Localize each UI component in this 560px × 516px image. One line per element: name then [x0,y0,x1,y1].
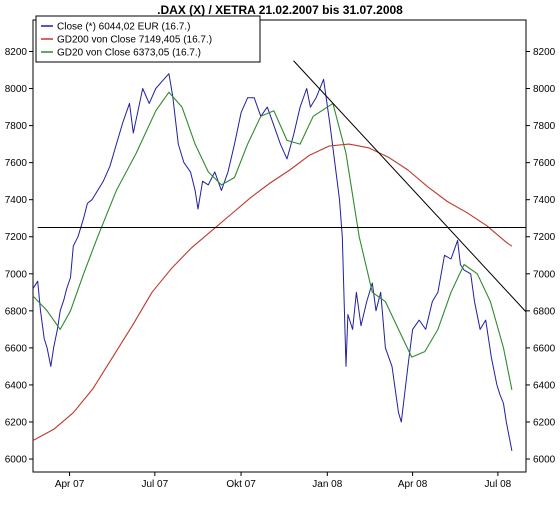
y-tick-label-left: 6200 [5,417,28,428]
x-tick-label: Jan 08 [312,479,342,490]
y-tick-label-right: 6800 [533,306,556,317]
y-axis: 6000 6000 6200 6200 6400 6400 6600 6600 6800 6800… [5,47,556,466]
y-tick-label-left: 6400 [5,380,28,391]
x-axis: Apr 07 Jul 07 Okt 07 Jan 08 Apr 08 Jul 08 [55,472,512,490]
x-tick-label: Apr 07 [55,479,85,490]
x-tick-label: Okt 07 [226,479,256,490]
gd200-series-line [33,143,513,441]
legend-item-gd20-label: GD20 von Close 6373,05 (16.7.) [57,48,201,59]
downtrend-line [293,60,526,313]
y-tick-label-left: 6000 [5,455,28,466]
y-tick-label-right: 7000 [533,269,556,280]
y-tick-label-left: 6800 [5,306,28,317]
legend: Close (*) 6044,02 EUR (16.7.) GD200 von C… [35,15,261,63]
chart-title: .DAX (X) / XETRA 21.02.2007 bis 31.07.20… [157,3,403,17]
y-tick-label-left: 6600 [5,343,28,354]
y-tick-label-right: 6400 [533,380,556,391]
annotation-layer [37,60,526,313]
y-tick-label-left: 7000 [5,269,28,280]
series-layer [33,73,513,451]
y-tick-label-right: 6200 [533,417,556,428]
legend-item-close-label: Close (*) 6044,02 EUR (16.7.) [57,22,190,33]
y-tick-label-left: 7200 [5,232,28,243]
y-tick-label-right: 7200 [533,232,556,243]
y-tick-label-right: 7400 [533,195,556,206]
legend-box [35,15,261,63]
y-tick-label-left: 7400 [5,195,28,206]
x-tick-label: Apr 08 [398,479,428,490]
y-tick-label-left: 7600 [5,158,28,169]
y-tick-label-right: 7800 [533,121,556,132]
y-tick-label-left: 8200 [5,47,28,58]
close-series-line [33,73,513,451]
y-tick-label-right: 7600 [533,158,556,169]
legend-item-gd200-label: GD200 von Close 7149,405 (16.7.) [57,35,212,46]
y-tick-label-right: 6600 [533,343,556,354]
x-tick-label: Jul 07 [142,479,169,490]
y-tick-label-right: 8200 [533,47,556,58]
y-tick-label-left: 8000 [5,84,28,95]
y-tick-label-right: 8000 [533,84,556,95]
y-tick-label-left: 7800 [5,121,28,132]
gd20-series-line [33,91,513,391]
plot-area [32,19,527,473]
x-tick-label: Jul 08 [485,479,512,490]
y-tick-label-right: 6000 [533,455,556,466]
